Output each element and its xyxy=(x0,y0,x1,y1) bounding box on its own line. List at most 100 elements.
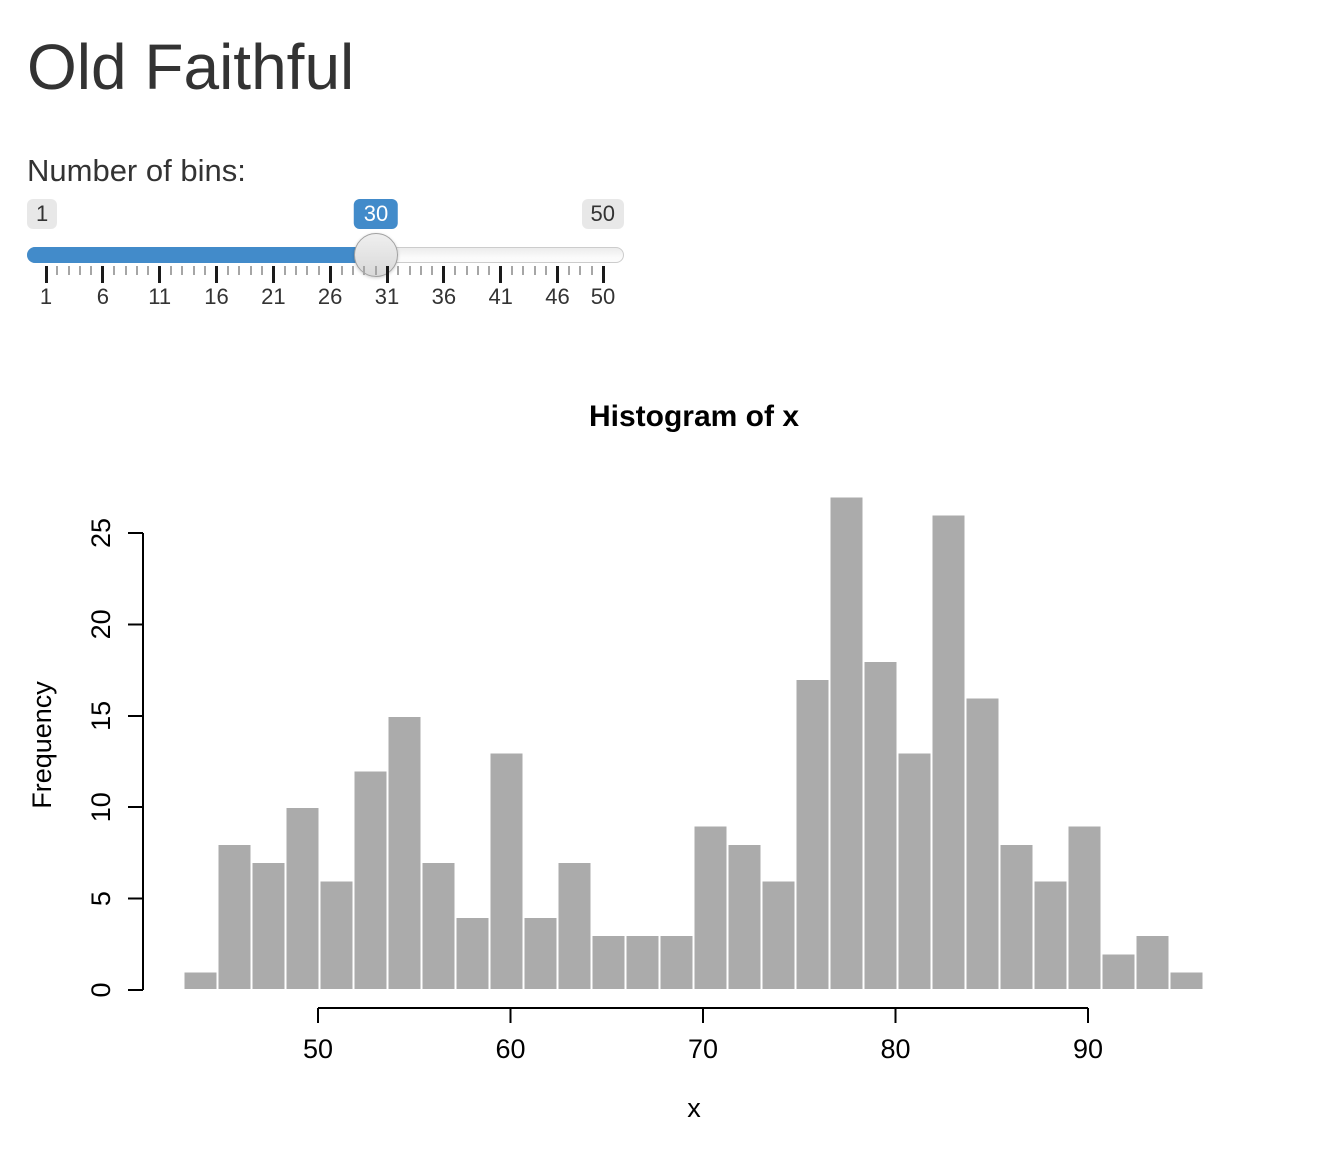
slider-grid-minor-tick xyxy=(340,266,343,275)
slider-grid-minor-tick xyxy=(135,266,138,275)
slider-grid-minor-tick xyxy=(420,266,423,275)
histogram-bar xyxy=(862,660,899,991)
slider-grid-minor-tick xyxy=(533,266,536,275)
slider-grid-minor-tick xyxy=(238,266,241,275)
histogram-bar xyxy=(794,678,831,991)
slider-max-label: 50 xyxy=(581,199,624,229)
slider-grid-label: 26 xyxy=(317,284,343,309)
slider-value-label: 30 xyxy=(353,199,399,229)
slider-grid-major-tick xyxy=(328,266,332,283)
slider-grid-minor-tick xyxy=(374,266,377,275)
slider-grid-minor-tick xyxy=(476,266,479,275)
slider-grid-minor-tick xyxy=(260,266,263,275)
slider-grid-minor-tick xyxy=(545,266,548,275)
slider-grid-minor-tick xyxy=(317,266,320,275)
histogram-bar xyxy=(658,934,695,992)
slider-grid-minor-tick xyxy=(579,266,582,275)
slider-grid-major-tick xyxy=(556,266,560,283)
slider-grid-minor-tick xyxy=(113,266,116,275)
slider-grid-minor-tick xyxy=(567,266,570,275)
slider-grid-minor-tick xyxy=(79,266,82,275)
histogram-bar xyxy=(624,934,661,992)
slider-grid-minor-tick xyxy=(488,266,491,275)
slider-grid-minor-tick xyxy=(283,266,286,275)
histogram-bar xyxy=(692,824,729,991)
slider-grid-major-tick xyxy=(158,266,162,283)
slider-grid-major-tick xyxy=(215,266,218,283)
slider-grid-minor-tick xyxy=(204,266,207,275)
histogram-bar xyxy=(964,696,1001,991)
slider-grid-label: 6 xyxy=(96,284,109,309)
histogram-bar xyxy=(998,842,1035,991)
slider-grid-minor-tick xyxy=(124,266,127,275)
x-axis-tick-label: 80 xyxy=(880,1034,910,1064)
slider-grid-major-tick xyxy=(442,266,446,283)
x-axis-tick-label: 90 xyxy=(1073,1034,1103,1064)
histogram-bar xyxy=(1100,952,1137,992)
histogram-bar xyxy=(182,970,219,992)
slider-grid-label: 1 xyxy=(39,284,53,309)
slider-grid-minor-tick xyxy=(431,266,434,275)
y-axis-tick-label: 25 xyxy=(86,518,116,548)
slider-grid-major-tick xyxy=(101,266,105,283)
slider-grid-minor-tick xyxy=(56,266,59,275)
histogram-bar xyxy=(250,861,287,991)
slider-grid-minor-tick xyxy=(397,266,400,275)
slider-grid-minor-tick xyxy=(522,266,525,275)
slider-fill-bar xyxy=(27,247,378,263)
histogram-bar xyxy=(896,751,933,992)
plot-title: Histogram of x xyxy=(589,400,799,433)
slider-grid-minor-tick xyxy=(351,266,354,275)
x-axis-tick-label: 70 xyxy=(688,1034,718,1064)
histogram-bar xyxy=(1168,970,1205,992)
y-axis-tick-label: 0 xyxy=(86,982,116,997)
histogram-bar xyxy=(1066,824,1103,991)
bins-slider[interactable]: 1 50 30 1 6 11 16 21 26 31 36 41 46 50 xyxy=(27,195,624,320)
histogram-bar xyxy=(828,495,865,991)
slider-grid-label: 21 xyxy=(261,284,286,309)
slider-grid-minor-tick xyxy=(408,266,411,275)
slider-grid-label: 31 xyxy=(374,284,400,309)
histogram-bar xyxy=(590,934,627,992)
slider-grid-minor-tick xyxy=(170,266,173,275)
histogram-bar xyxy=(318,879,355,991)
slider-grid-minor-tick xyxy=(67,266,70,275)
slider-grid-minor-tick xyxy=(306,266,309,275)
histogram-bar xyxy=(352,769,389,991)
slider-grid-minor-tick xyxy=(465,266,468,275)
histogram-bar xyxy=(556,861,593,991)
slider-grid-label: 16 xyxy=(204,284,229,309)
y-axis-label: Frequency xyxy=(27,681,57,809)
slider-grid-minor-tick xyxy=(249,266,252,275)
slider-grid-minor-tick xyxy=(181,266,184,275)
slider-grid-minor-tick xyxy=(511,266,514,275)
slider-min-label: 1 xyxy=(27,199,58,229)
histogram-bar xyxy=(386,714,423,991)
histogram-bar xyxy=(760,879,797,991)
histogram-bar xyxy=(216,842,253,991)
histogram-bar xyxy=(454,915,491,992)
histogram-bar xyxy=(726,842,763,991)
slider-grid-minor-tick xyxy=(363,266,366,275)
histogram-bar xyxy=(488,751,525,992)
slider-grid-major-tick xyxy=(499,266,503,283)
y-axis-tick-label: 5 xyxy=(86,891,116,906)
x-axis-label: x xyxy=(687,1093,701,1123)
histogram-bar xyxy=(930,513,967,991)
histogram-bar xyxy=(522,915,559,992)
histogram-bar xyxy=(1032,879,1069,991)
slider-grid-minor-tick xyxy=(90,266,93,275)
slider-grid-label: 36 xyxy=(431,284,457,309)
slider-grid-minor-tick xyxy=(147,266,150,275)
slider-grid-minor-tick xyxy=(226,266,229,275)
page-title: Old Faithful xyxy=(27,31,355,103)
y-axis-tick-label: 20 xyxy=(86,609,116,639)
y-axis-tick-label: 10 xyxy=(86,792,116,822)
slider-label: Number of bins: xyxy=(27,153,246,188)
slider-grid-label: 46 xyxy=(545,284,570,309)
slider-grid-major-tick xyxy=(601,266,605,283)
slider-grid-major-tick xyxy=(385,266,389,283)
slider-grid: 1 6 11 16 21 26 31 36 41 46 50 xyxy=(27,266,624,320)
histogram-bar xyxy=(1134,934,1171,992)
